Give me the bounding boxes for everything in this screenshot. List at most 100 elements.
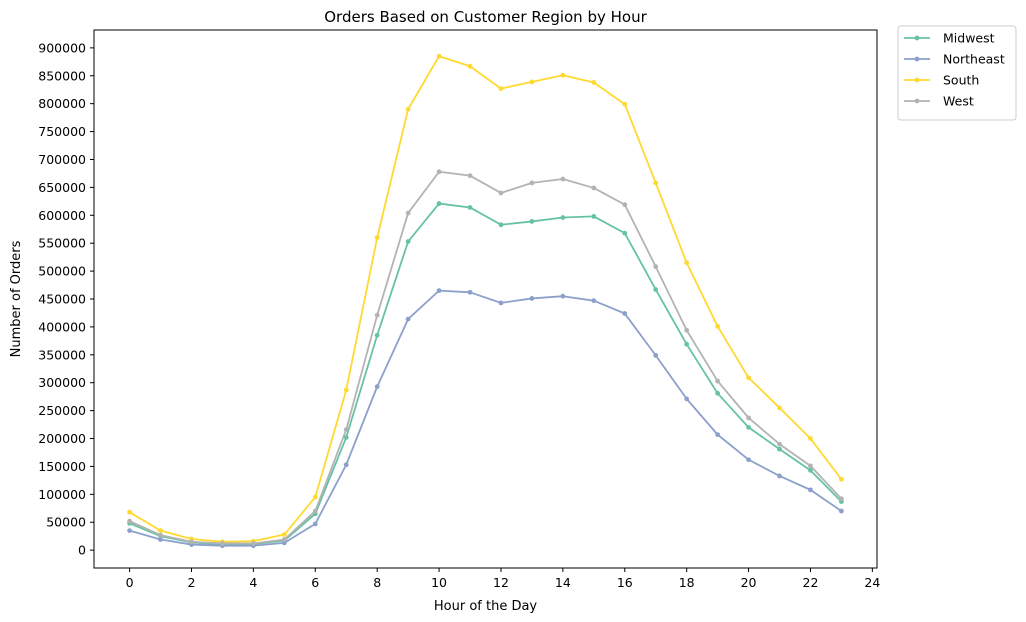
legend-label: Northeast xyxy=(943,52,1005,67)
x-tick-label: 16 xyxy=(617,575,633,590)
data-point-midwest xyxy=(374,332,380,338)
data-point-midwest xyxy=(777,446,782,452)
y-tick-label: 900000 xyxy=(38,40,86,55)
data-point-south xyxy=(622,101,628,107)
data-point-south xyxy=(653,180,659,186)
series-line-south xyxy=(129,55,843,543)
series-line-west xyxy=(129,170,843,545)
data-point-midwest xyxy=(436,201,442,206)
data-point-midwest xyxy=(746,424,751,430)
data-point-northeast xyxy=(808,487,813,493)
data-point-midwest xyxy=(560,215,566,220)
data-point-west xyxy=(127,518,132,524)
data-point-midwest xyxy=(715,390,721,396)
x-tick-label: 22 xyxy=(803,575,819,590)
data-point-midwest xyxy=(343,435,349,440)
x-tick-label: 24 xyxy=(864,575,880,590)
legend-frame xyxy=(897,25,1017,121)
data-point-northeast xyxy=(684,396,690,402)
y-tick-label: 350000 xyxy=(38,347,86,362)
data-point-south xyxy=(312,494,318,500)
x-tick-label: 18 xyxy=(679,575,695,590)
data-point-northeast xyxy=(343,462,349,468)
y-tick-label: 50000 xyxy=(46,515,86,530)
legend: Midwest Northeast South West xyxy=(897,25,1017,121)
data-point-northeast xyxy=(653,352,659,358)
series-northeast xyxy=(127,288,844,549)
y-tick-label: 600000 xyxy=(38,208,86,223)
y-tick-label: 700000 xyxy=(38,152,86,167)
data-point-south xyxy=(746,375,751,381)
x-tick-label: 14 xyxy=(555,575,571,590)
data-point-west xyxy=(220,541,225,546)
x-tick-label: 6 xyxy=(311,575,319,590)
data-point-northeast xyxy=(777,473,782,479)
x-tick-label: 4 xyxy=(249,575,257,590)
legend-item-midwest: Midwest xyxy=(904,31,995,46)
data-point-midwest xyxy=(684,341,690,347)
data-point-west xyxy=(839,496,844,502)
chart-title: Orders Based on Customer Region by Hour xyxy=(324,8,647,26)
data-point-west xyxy=(498,190,504,196)
data-point-midwest xyxy=(498,222,504,228)
data-point-west xyxy=(808,463,813,469)
data-point-northeast xyxy=(127,528,132,534)
data-point-south xyxy=(127,509,132,515)
x-tick-label: 10 xyxy=(431,575,447,590)
data-point-west xyxy=(189,539,194,545)
data-point-midwest xyxy=(653,287,659,292)
data-point-midwest xyxy=(808,467,813,473)
data-point-south xyxy=(158,528,163,534)
x-tick-label: 12 xyxy=(493,575,509,590)
data-point-northeast xyxy=(839,508,844,514)
data-point-northeast xyxy=(529,296,535,301)
data-point-northeast xyxy=(746,457,751,463)
data-point-northeast xyxy=(405,316,411,322)
data-point-northeast xyxy=(498,300,504,306)
data-point-west xyxy=(158,532,163,538)
data-point-northeast xyxy=(715,432,721,438)
data-point-west xyxy=(467,173,473,179)
data-point-south xyxy=(684,260,690,266)
data-point-south xyxy=(777,405,782,411)
data-point-west xyxy=(529,180,535,186)
data-point-west xyxy=(281,537,287,542)
data-point-south xyxy=(343,387,349,393)
data-point-south xyxy=(498,86,504,91)
y-tick-label: 200000 xyxy=(38,431,86,446)
x-tick-label: 0 xyxy=(126,575,134,590)
data-point-northeast xyxy=(622,311,628,316)
x-axis: 0 2 4 6 8 10 12 14 16 18 20 22 24 xyxy=(126,568,880,590)
data-point-south xyxy=(560,72,566,78)
x-tick-label: 20 xyxy=(741,575,757,590)
data-point-south xyxy=(839,476,844,482)
y-axis-title: Number of Orders xyxy=(9,240,24,357)
data-point-northeast xyxy=(374,384,380,390)
data-point-northeast xyxy=(467,289,473,295)
y-tick-label: 850000 xyxy=(38,68,86,83)
legend-label: West xyxy=(943,94,974,109)
y-tick-label: 150000 xyxy=(38,459,86,474)
y-tick-label: 0 xyxy=(78,543,86,558)
data-point-west xyxy=(777,441,782,447)
legend-item-west: West xyxy=(904,94,974,109)
data-point-west xyxy=(374,312,380,318)
data-point-midwest xyxy=(622,230,628,236)
data-point-west xyxy=(343,427,349,432)
series-south xyxy=(127,53,844,545)
data-point-south xyxy=(467,63,473,69)
legend-marker xyxy=(914,56,920,62)
data-point-west xyxy=(684,327,690,333)
y-tick-label: 650000 xyxy=(38,180,86,195)
legend-marker xyxy=(914,98,920,104)
y-tick-label: 500000 xyxy=(38,264,86,279)
data-point-south xyxy=(374,235,380,241)
x-tick-label: 8 xyxy=(373,575,381,590)
x-axis-title: Hour of the Day xyxy=(434,599,538,614)
legend-item-south: South xyxy=(904,73,979,88)
series-line-northeast xyxy=(129,289,842,547)
legend-label: Midwest xyxy=(943,31,995,46)
y-tick-label: 400000 xyxy=(38,319,86,334)
